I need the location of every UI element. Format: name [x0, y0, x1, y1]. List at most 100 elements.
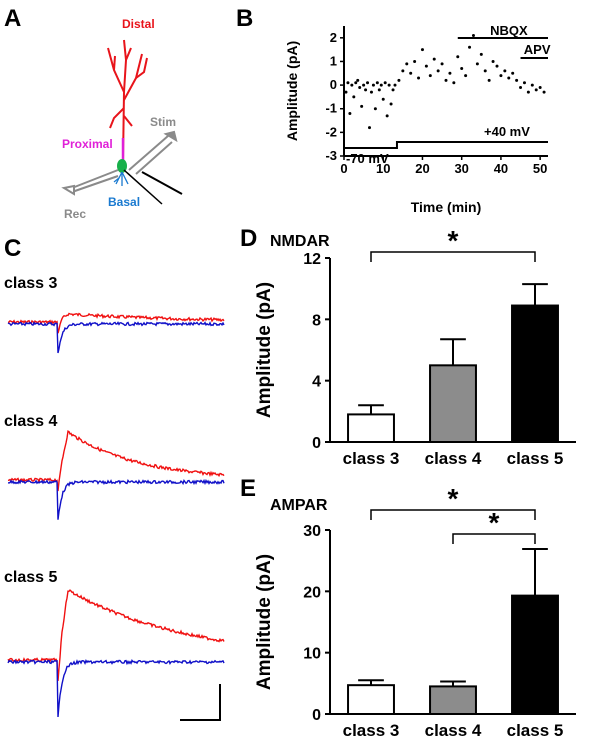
y-tick-label: 0: [312, 707, 321, 724]
label-rec: Rec: [64, 207, 86, 221]
panel-b-point: [495, 64, 499, 68]
label-distal: Distal: [122, 17, 155, 31]
scale-bar: [180, 684, 221, 721]
panel-b-point: [375, 81, 379, 85]
significance-bracket: [452, 533, 536, 544]
label-stim: Stim: [150, 115, 176, 129]
significance-bracket: [370, 251, 536, 262]
panel-a-letter: A: [4, 5, 21, 32]
panel-b-point: [389, 102, 393, 106]
panel-a: A Distal Proximal Basal Stim: [4, 5, 183, 221]
panel-b-point: [538, 85, 542, 89]
trace-class-4-blue: [7, 478, 225, 520]
panel-d-chart: 0 4 8 12 class 3 class 4 class 5 *: [303, 225, 576, 468]
panel-b-point: [428, 74, 432, 78]
panel-b-x-tick-label: 0: [340, 161, 347, 176]
rec-electrode: [61, 169, 119, 196]
trace-label-class-3: class 3: [4, 275, 57, 292]
panel-b-annotations: NBQX APV -70 mV +40 mV: [344, 23, 551, 166]
label-proximal: Proximal: [62, 137, 113, 151]
panel-b-point: [526, 90, 530, 94]
panel-c-traces: [7, 312, 225, 718]
panel-b-point: [393, 83, 397, 87]
panel-b-x-tick-label: 10: [376, 161, 390, 176]
panel-b-point: [503, 69, 507, 73]
panel-b-y-tick-label: 0: [330, 77, 337, 92]
nbqx-label: NBQX: [490, 23, 528, 38]
panel-b-point: [452, 81, 456, 85]
panel-b-point: [507, 76, 511, 80]
stim-electrode: [128, 130, 178, 175]
bar-class-3: [347, 413, 395, 443]
panel-b-point: [377, 88, 381, 92]
y-tick-label: 30: [303, 523, 321, 540]
panel-e-chart: 0 10 20 30 class 3 class 4 class 5 * *: [303, 483, 576, 740]
panel-b-point: [368, 126, 371, 130]
trace-label-class-5: class 5: [4, 569, 57, 586]
basal-dendrites: [113, 171, 129, 186]
panel-b-point: [519, 85, 523, 89]
panel-b-point: [448, 71, 452, 75]
panel-b-point: [436, 69, 440, 73]
y-tick-label: 4: [312, 374, 321, 391]
y-tick-label: 8: [312, 312, 321, 329]
slice-edge-line: [141, 171, 183, 195]
y-tick-label: 12: [303, 251, 321, 268]
panel-b-x-tick-label: 40: [494, 161, 508, 176]
panel-b-x-tick-label: 20: [415, 161, 429, 176]
bar-class-4: [429, 364, 477, 444]
panel-b-axes: 0 10 20 30 40 50 -3 -2 -1 0 1 2: [325, 26, 548, 176]
panel-e-title: AMPAR: [270, 497, 328, 514]
trace-class-4-red: [7, 430, 225, 492]
bar-class-4: [429, 685, 477, 716]
panel-d-title: NMDAR: [270, 233, 330, 250]
panel-b-point: [487, 78, 491, 82]
panel-b-point: [381, 97, 385, 101]
panel-b-point: [356, 78, 360, 82]
panel-b-point: [464, 74, 468, 78]
category-label: class 5: [507, 721, 564, 740]
panel-b-point: [369, 90, 373, 94]
trace-class-3-blue: [7, 321, 225, 354]
panel-b-point: [397, 78, 401, 82]
trace-class-3-red: [7, 312, 225, 334]
panel-b-x-tick-label: 50: [533, 161, 547, 176]
category-label: class 3: [343, 721, 400, 740]
panel-b-point: [460, 67, 464, 71]
panel-b-point: [385, 114, 389, 118]
slice-edge-line-2: [123, 169, 163, 205]
panel-c-letter: C: [4, 235, 21, 262]
panel-b-point: [444, 78, 448, 82]
panel-b-point: [405, 62, 409, 66]
panel-b-point: [391, 88, 395, 92]
holding-potential-trace: [344, 141, 548, 149]
panel-e-ylabel: Amplitude (pA): [254, 554, 275, 690]
trace-class-5-red: [7, 589, 225, 681]
panel-b-point: [358, 85, 362, 89]
panel-b: B 0 10 20 30 40 50 -3 -2 -1 0 1 2 NBQX APV -70 mV +40 …: [236, 5, 551, 215]
panel-b-point: [344, 90, 348, 94]
panel-b-point: [401, 69, 405, 73]
category-label: class 3: [343, 449, 400, 468]
panel-b-letter: B: [236, 5, 253, 32]
panel-e-letter: E: [240, 475, 256, 502]
panel-b-point: [424, 64, 428, 68]
panel-b-point: [491, 59, 495, 63]
panel-b-point: [456, 55, 460, 59]
panel-b-point: [366, 81, 370, 85]
panel-b-point: [515, 78, 519, 82]
panel-e: E AMPAR 0 10 20 30 class 3 class 4 class 5 * * A…: [240, 475, 576, 740]
bar-class-5: [511, 594, 559, 715]
y-tick-label: 20: [303, 584, 321, 601]
label-basal: Basal: [108, 195, 140, 209]
category-label: class 4: [425, 449, 482, 468]
panel-b-point: [483, 69, 487, 73]
panel-b-point: [371, 83, 375, 87]
panel-b-point: [350, 83, 354, 87]
bar-class-5: [511, 304, 559, 443]
panel-b-point: [354, 81, 358, 85]
panel-d-ylabel: Amplitude (pA): [254, 282, 275, 418]
panel-b-point: [413, 59, 417, 63]
significance-star: *: [448, 225, 459, 256]
panel-b-point: [379, 83, 383, 87]
